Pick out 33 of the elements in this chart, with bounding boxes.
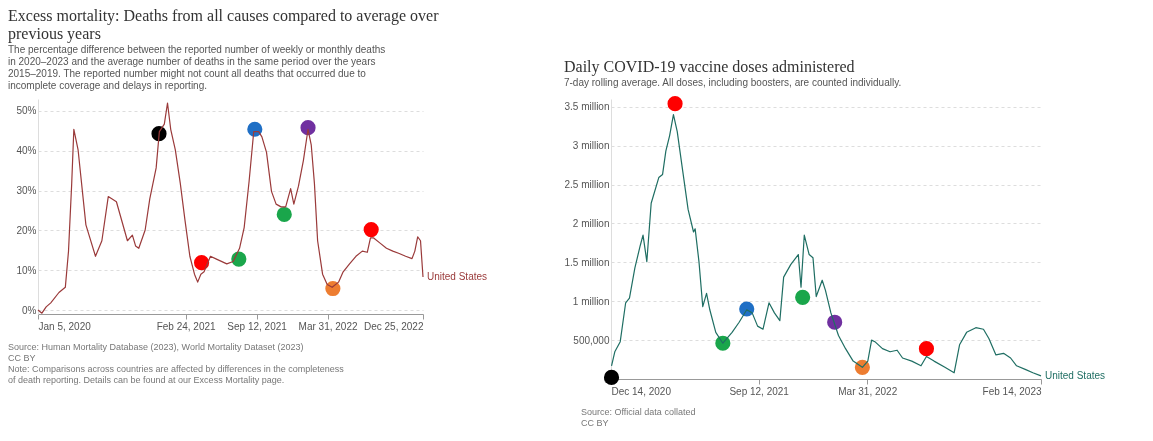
series-label: United States [427, 270, 488, 282]
chart-title: Daily COVID-19 vaccine doses administered [563, 58, 855, 77]
chart-title: Excess mortality: Deaths from all causes compared to average over previous years [8, 7, 440, 43]
x-tick-label: Dec 25, 2022 [364, 320, 424, 332]
y-tick-label: 3 million [572, 140, 610, 152]
y-tick-label: 1.5 million [564, 256, 610, 268]
y-tick-label: 2 million [572, 217, 610, 229]
y-tick-label: 3.5 million [564, 101, 610, 113]
x-tick-label: Sep 12, 2021 [729, 385, 790, 397]
source-note: Source: Official data collated [581, 406, 696, 417]
chart-subtitle: The percentage difference between the reported number of weekly or monthly deaths in 2020–2023 and the average number of deaths in the same period over the years 2015–2019. The reported number might not count all deaths that occurred due to incomplete coverage and delays in reporting. [8, 44, 386, 91]
y-tick-label: 10% [16, 264, 37, 276]
series-label: United States [1045, 369, 1106, 381]
y-tick-label: 40% [16, 145, 37, 157]
text: Note: Comparisons across countries are affected by differences in the completeness of death reporting. Details can be found at our Excess Mortality page. [8, 363, 345, 385]
y-tick-label: 20% [16, 224, 37, 236]
x-tick-label: Dec 14, 2020 [611, 385, 672, 397]
text: CC BY [581, 417, 609, 428]
chart-subtitle: 7-day rolling average. All doses, including boosters, are counted individually. [563, 77, 902, 89]
text: CC BY [8, 352, 36, 363]
x-tick-label: Mar 31, 2022 [838, 385, 898, 397]
y-tick-label: 1 million [572, 295, 610, 307]
x-tick-label: Jan 5, 2020 [38, 320, 92, 332]
y-tick-label: 2.5 million [564, 179, 610, 191]
source-note: Source: Human Mortality Database (2023), World Mortality Dataset (2023) [8, 341, 304, 352]
x-tick-label: Sep 12, 2021 [227, 320, 288, 332]
x-tick-label: Feb 14, 2023 [982, 385, 1042, 397]
y-tick-label: 500,000 [573, 334, 610, 346]
y-tick-label: 50% [16, 105, 37, 117]
y-tick-label: 30% [16, 185, 37, 197]
x-tick-label: Feb 24, 2021 [156, 320, 217, 332]
y-tick-label: 0% [22, 304, 37, 316]
x-tick-label: Mar 31, 2022 [298, 320, 358, 332]
